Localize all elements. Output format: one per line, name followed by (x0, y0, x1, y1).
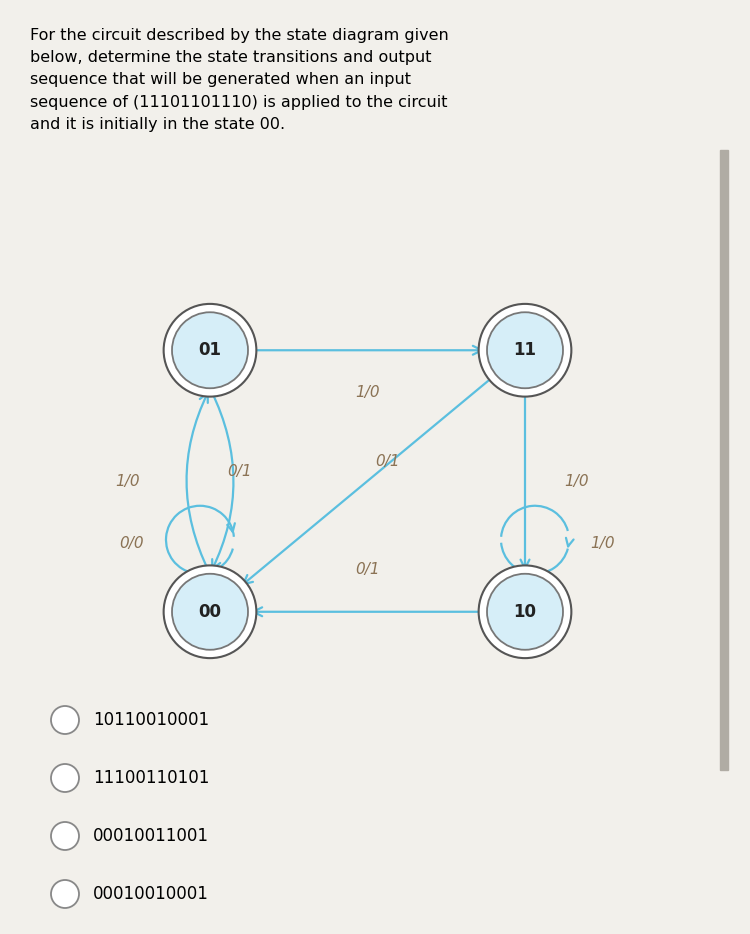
Circle shape (478, 304, 572, 397)
Text: 0/1: 0/1 (228, 463, 252, 478)
FancyArrowPatch shape (243, 376, 494, 584)
Text: 1/0: 1/0 (591, 536, 615, 551)
Circle shape (51, 880, 79, 908)
FancyArrowPatch shape (254, 607, 484, 616)
Circle shape (487, 312, 563, 389)
FancyArrowPatch shape (566, 538, 574, 546)
FancyArrowPatch shape (187, 393, 209, 572)
Text: 1/0: 1/0 (356, 385, 380, 400)
Text: 0/1: 0/1 (375, 454, 400, 469)
Circle shape (172, 312, 248, 389)
Text: 00: 00 (199, 602, 221, 621)
Circle shape (172, 573, 248, 650)
FancyArrowPatch shape (211, 390, 233, 569)
Circle shape (164, 304, 256, 397)
FancyArrowPatch shape (520, 391, 530, 569)
Circle shape (51, 764, 79, 792)
Text: 1/0: 1/0 (565, 474, 590, 488)
Circle shape (478, 565, 572, 658)
Bar (720, 150, 728, 770)
Circle shape (487, 573, 563, 650)
Text: 00010011001: 00010011001 (93, 827, 209, 845)
Text: 0/1: 0/1 (356, 562, 380, 577)
FancyArrowPatch shape (227, 523, 235, 532)
Text: 1/0: 1/0 (116, 474, 140, 488)
Text: 11: 11 (514, 341, 536, 360)
Text: For the circuit described by the state diagram given
below, determine the state : For the circuit described by the state d… (30, 28, 448, 132)
Circle shape (51, 706, 79, 734)
Text: 11100110101: 11100110101 (93, 769, 209, 787)
Text: 0/0: 0/0 (120, 536, 144, 551)
Text: 10110010001: 10110010001 (93, 711, 209, 729)
Circle shape (51, 822, 79, 850)
Text: 00010010001: 00010010001 (93, 885, 208, 903)
FancyArrowPatch shape (251, 346, 482, 355)
Circle shape (164, 565, 256, 658)
Text: 10: 10 (514, 602, 536, 621)
Text: 01: 01 (199, 341, 221, 360)
